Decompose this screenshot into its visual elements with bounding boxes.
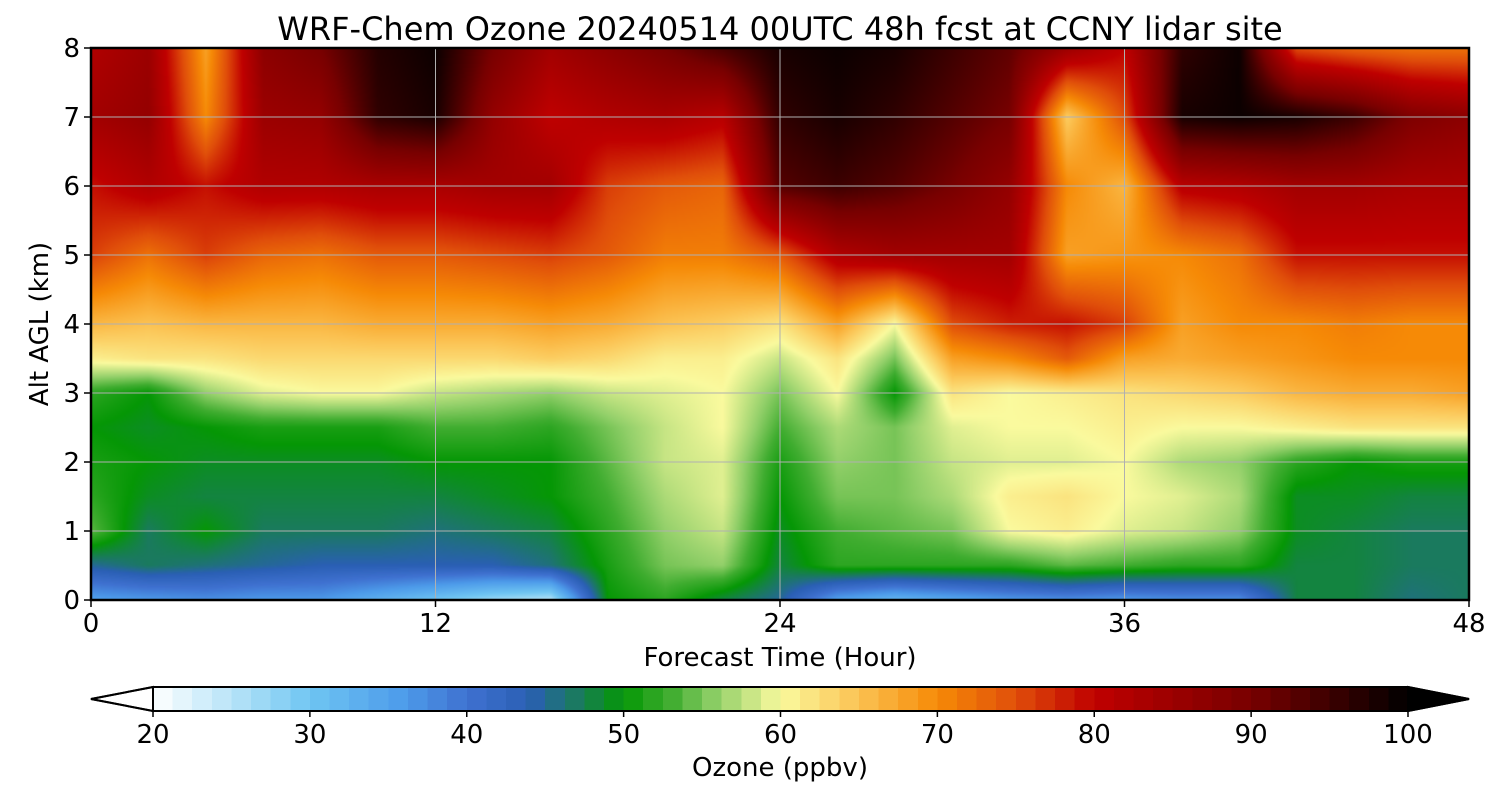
y-tick-label: 8	[63, 34, 80, 64]
colorbar-tick-label: 100	[1383, 720, 1433, 750]
colorbar-tick-label: 80	[1078, 720, 1111, 750]
plot-area	[89, 46, 1471, 602]
y-tick-label: 4	[63, 310, 80, 340]
y-axis-ticks: 0 1 2 3 4 5 6 7 8	[63, 34, 91, 616]
y-tick-label: 6	[63, 172, 80, 202]
chart-title: WRF-Chem Ozone 20240514 00UTC 48h fcst a…	[277, 10, 1282, 48]
y-tick-label: 2	[63, 448, 80, 478]
colorbar-tick-label: 70	[921, 720, 954, 750]
colorbar-tick-label: 50	[607, 720, 640, 750]
colorbar-tick-label: 40	[450, 720, 483, 750]
colorbar-tick-label: 20	[136, 720, 169, 750]
colorbar-tick-label: 60	[764, 720, 797, 750]
colorbar-extend-low	[90, 685, 154, 713]
x-tick-label: 0	[83, 609, 100, 639]
colorbar-tick-label: 90	[1235, 720, 1268, 750]
colorbar-label: Ozone (ppbv)	[692, 753, 868, 783]
x-axis-label: Forecast Time (Hour)	[643, 643, 916, 673]
x-tick-label: 48	[1452, 609, 1485, 639]
y-tick-label: 7	[63, 103, 80, 133]
colorbar: 20 30 40 50 60 70 80 90 100 Ozone (ppbv)	[90, 685, 1470, 783]
y-tick-label: 1	[63, 517, 80, 547]
x-tick-label: 36	[1108, 609, 1141, 639]
colorbar-tick-label: 30	[293, 720, 326, 750]
x-tick-label: 12	[419, 609, 452, 639]
colorbar-extend-high	[1407, 685, 1470, 713]
y-tick-label: 3	[63, 379, 80, 409]
colorbar-ticks: 20 30 40 50 60 70 80 90 100	[136, 711, 1433, 750]
colorbar-gradient	[153, 687, 1408, 711]
x-tick-label: 24	[763, 609, 796, 639]
y-tick-label: 5	[63, 241, 80, 271]
x-axis-ticks: 0 12 24 36 48	[83, 600, 1486, 639]
y-tick-label: 0	[63, 586, 80, 616]
y-axis-label: Alt AGL (km)	[25, 242, 55, 406]
